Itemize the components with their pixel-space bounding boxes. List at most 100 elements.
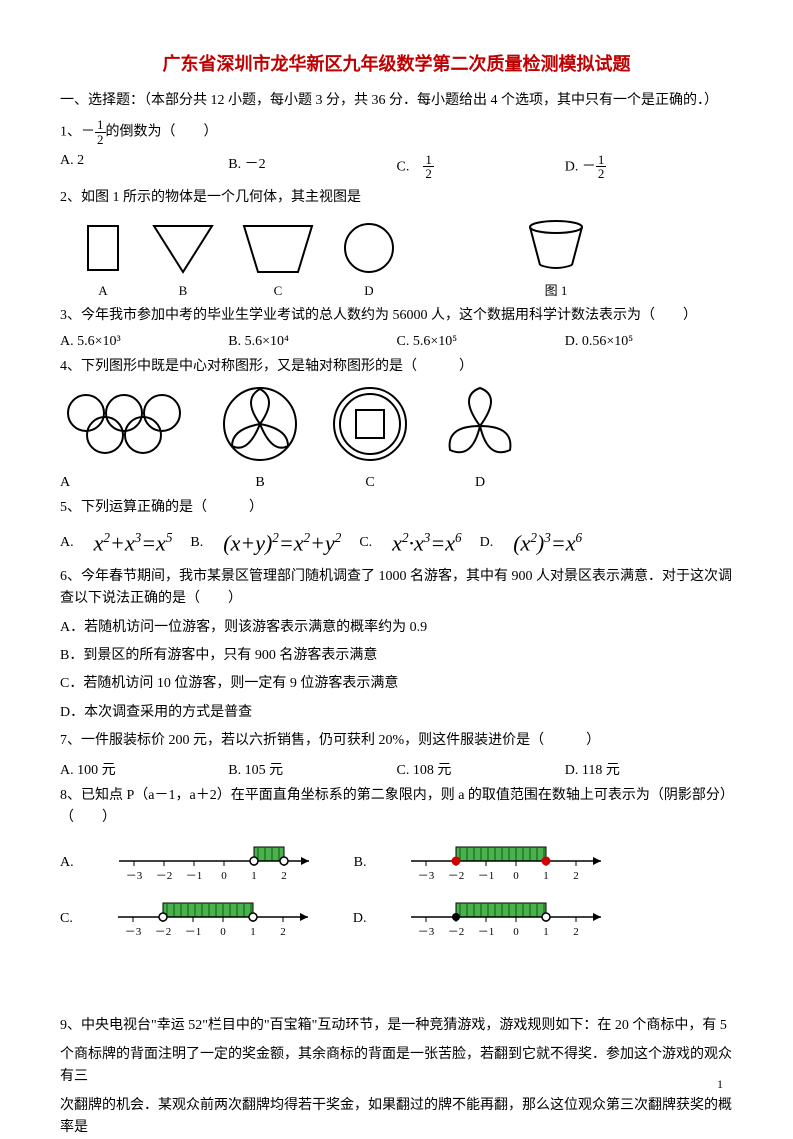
q9-line2: 个商标牌的背面注明了一定的奖金额，其余商标的背面是一张苦脸，若翻到它就不得奖．参… <box>60 1044 733 1089</box>
q8-row1: A. －3－2－1012 B. －3－2－1012 <box>60 837 733 885</box>
q8-c-label: C. <box>60 911 73 927</box>
q2-label-c: C <box>240 283 316 299</box>
svg-text:－2: －2 <box>155 870 172 882</box>
q2-label-d: D <box>340 283 398 299</box>
trapezoid-icon <box>240 220 316 276</box>
svg-text:2: 2 <box>574 870 580 882</box>
q3-opt-c: C. 5.6×10⁵ <box>397 334 565 350</box>
svg-text:－3: －3 <box>125 926 142 938</box>
svg-text:1: 1 <box>544 870 550 882</box>
rectangle-icon <box>80 220 126 276</box>
q1-c-den: 2 <box>423 167 434 181</box>
q8-row2: C. －3－2－1012 D. －3－2－1012 <box>60 893 733 941</box>
q6-opt-b: B．到景区的所有游客中，只有 900 名游客表示满意 <box>60 645 733 667</box>
q2-shapes: A B C D 图 1 <box>80 217 733 299</box>
q3-opt-a: A. 5.6×10³ <box>60 334 228 350</box>
q2-shape-c: C <box>240 220 316 299</box>
triangle-down-icon <box>150 220 216 276</box>
q1-d-pre: D. － <box>565 159 596 174</box>
svg-text:－3: －3 <box>418 870 435 882</box>
svg-text:2: 2 <box>574 926 580 938</box>
q2-stem: 2、如图 1 所示的物体是一个几何体，其主视图是 <box>60 187 733 209</box>
numberline-c-icon: －3 －2 －1 0 1 2 <box>113 893 313 941</box>
q1-frac: 12 <box>95 118 106 146</box>
q1-stem: 1、－12的倒数为（ ） <box>60 118 733 146</box>
numberline-d-icon: －3－2－1012 <box>406 893 606 941</box>
svg-text:－3: －3 <box>418 926 435 938</box>
q6-opt-a: A．若随机访问一位游客，则该游客表示满意的概率约为 0.9 <box>60 617 733 639</box>
q6-opt-d: D．本次调查采用的方式是普查 <box>60 702 733 724</box>
trefoil-circle-icon <box>220 384 300 464</box>
svg-text:－1: －1 <box>185 870 202 882</box>
olympic-rings-icon <box>60 387 190 461</box>
q8-stem: 8、已知点 P（a－1，a＋2）在平面直角坐标系的第二象限内，则 a 的取值范围… <box>60 785 733 830</box>
q9-line3: 次翻牌的机会．某观众前两次翻牌均得若干奖金，如果翻过的牌不能再翻，那么这位观众第… <box>60 1095 733 1139</box>
q1-d-num: 1 <box>596 153 607 168</box>
q4-label-c: C <box>330 475 410 491</box>
svg-text:－2: －2 <box>448 870 465 882</box>
svg-text:0: 0 <box>514 926 520 938</box>
q1-frac-den: 2 <box>95 133 106 147</box>
svg-text:0: 0 <box>514 870 520 882</box>
q1-opt-b: B. －2 <box>228 153 396 181</box>
q1-stem-pre: 1、－ <box>60 125 95 140</box>
q9-line1: 9、中央电视台"幸运 52"栏目中的"百宝箱"互动环节，是一种竞猜游戏，游戏规则… <box>60 1015 733 1037</box>
q1-d-den: 2 <box>596 167 607 181</box>
q5-opt-d: (x2)3=x6 <box>513 530 582 556</box>
circle-icon <box>340 220 398 276</box>
svg-text:1: 1 <box>250 926 256 938</box>
q7-options: A. 100 元 B. 105 元 C. 108 元 D. 118 元 <box>60 759 733 779</box>
q5-stem: 5、下列运算正确的是（ ） <box>60 497 733 519</box>
q8-a-label: A. <box>60 855 74 871</box>
q2-shape-b: B <box>150 220 216 299</box>
q4-labels: A B C D <box>60 475 733 491</box>
q4-shape-b <box>220 384 300 469</box>
q5-d-label: D. <box>480 535 494 551</box>
q7-opt-d: D. 118 元 <box>565 759 733 779</box>
q7-opt-a: A. 100 元 <box>60 759 228 779</box>
q5-a-label: A. <box>60 535 74 551</box>
q1-opt-c: C. 12 <box>397 153 565 181</box>
q5-opt-b: (x+y)2=x2+y2 <box>223 530 341 556</box>
coin-square-icon <box>330 384 410 464</box>
q3-opt-d: D. 0.56×10⁵ <box>565 334 733 350</box>
svg-text:0: 0 <box>220 926 226 938</box>
q2-shape-fig: 图 1 <box>526 217 586 299</box>
q5-opt-c: x2·x3=x6 <box>392 530 461 556</box>
q2-shape-d: D <box>340 220 398 299</box>
svg-text:2: 2 <box>280 926 286 938</box>
q5-options: A. x2+x3=x5 B. (x+y)2=x2+y2 C. x2·x3=x6 … <box>60 530 733 556</box>
q2-label-a: A <box>80 283 126 299</box>
q6-opt-c: C．若随机访问 10 位游客，则一定有 9 位游客表示满意 <box>60 673 733 695</box>
trefoil-icon <box>440 384 520 464</box>
q2-shape-a: A <box>80 220 126 299</box>
q5-opt-a: x2+x3=x5 <box>94 530 173 556</box>
q1-d-frac: 12 <box>596 153 607 181</box>
q4-shape-c <box>330 384 410 469</box>
svg-text:－3: －3 <box>125 870 142 882</box>
exam-title: 广东省深圳市龙华新区九年级数学第二次质量检测模拟试题 <box>60 50 733 76</box>
q4-label-d: D <box>440 475 520 491</box>
q1-c-frac: 12 <box>423 153 434 181</box>
q3-options: A. 5.6×10³ B. 5.6×10⁴ C. 5.6×10⁵ D. 0.56… <box>60 334 733 350</box>
q3-stem: 3、今年我市参加中考的毕业生学业考试的总人数约为 56000 人，这个数据用科学… <box>60 305 733 327</box>
q4-shape-a <box>60 387 190 466</box>
svg-text:－1: －1 <box>185 926 202 938</box>
cup-icon <box>526 217 586 273</box>
q7-opt-b: B. 105 元 <box>228 759 396 779</box>
svg-text:2: 2 <box>281 870 287 882</box>
numberline-a-icon: －3 －2 －1 0 1 2 <box>114 837 314 885</box>
q5-c-label: C. <box>359 535 372 551</box>
q7-stem: 7、一件服装标价 200 元，若以六折销售，仍可获利 20%，则这件服装进价是（… <box>60 730 733 752</box>
section-header: 一、选择题：（本部分共 12 小题，每小题 3 分，共 36 分．每小题给出 4… <box>60 90 733 112</box>
q4-shapes <box>60 384 733 469</box>
svg-text:0: 0 <box>221 870 227 882</box>
svg-text:1: 1 <box>251 870 257 882</box>
q1-opt-a: A. 2 <box>60 153 228 181</box>
q1-opt-d: D. －12 <box>565 153 733 181</box>
svg-text:－1: －1 <box>478 870 495 882</box>
q4-shape-d <box>440 384 520 469</box>
q4-stem: 4、下列图形中既是中心对称图形，又是轴对称图形的是（ ） <box>60 356 733 378</box>
svg-text:1: 1 <box>544 926 550 938</box>
svg-text:－2: －2 <box>155 926 172 938</box>
